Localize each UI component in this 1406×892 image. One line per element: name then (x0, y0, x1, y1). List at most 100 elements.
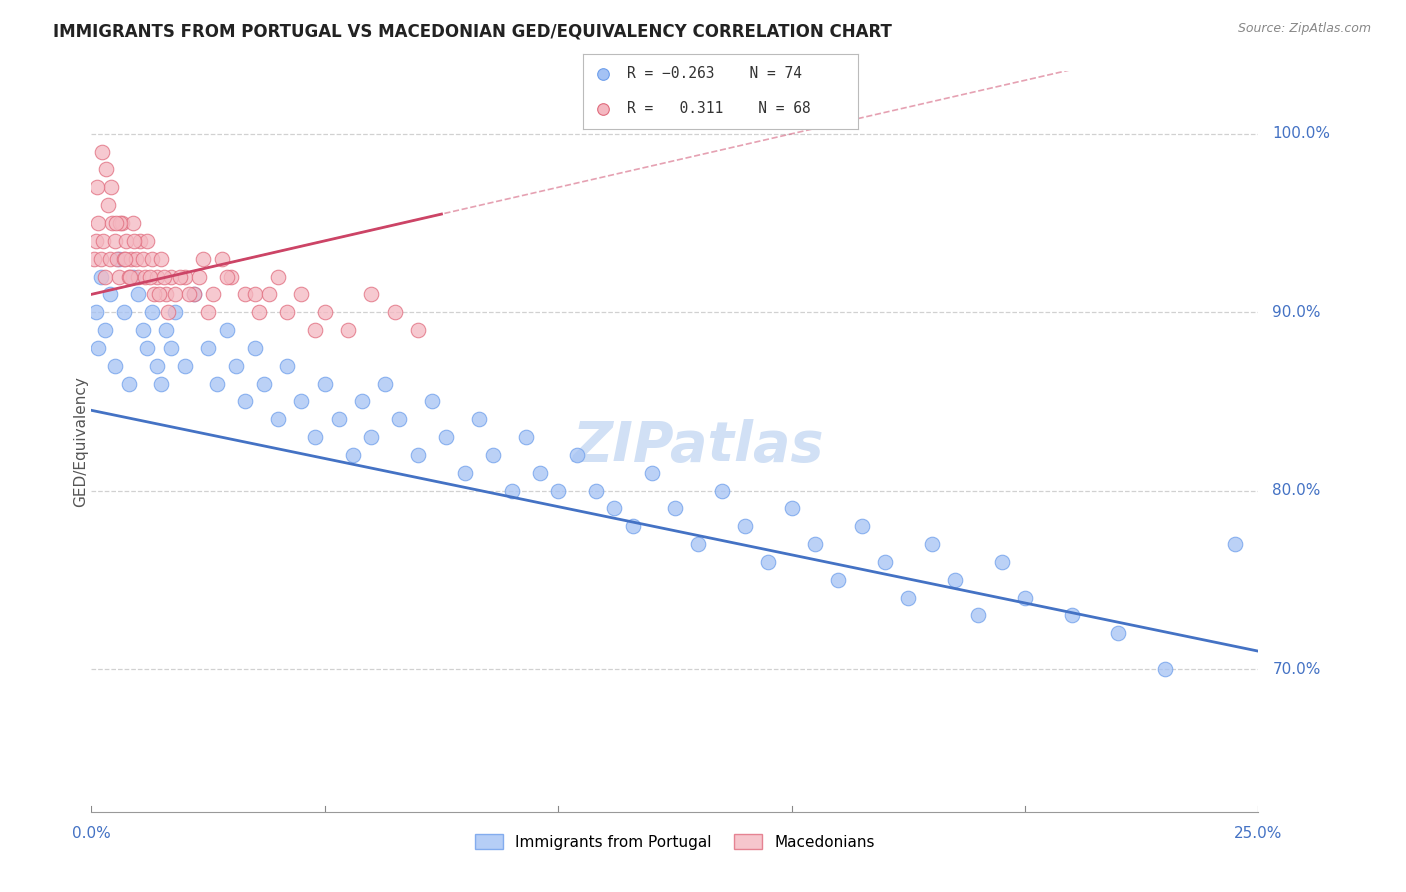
Text: R =   0.311    N = 68: R = 0.311 N = 68 (627, 102, 811, 116)
Point (592, 67, 614, 81)
Point (87, 216, 110, 230)
Point (127, 269, 149, 284)
Point (314, 305, 336, 319)
Point (225, 359, 247, 373)
Point (155, 323, 177, 337)
Point (640, 466, 662, 480)
Point (873, 555, 896, 569)
Point (84, 305, 107, 319)
Point (150, 252, 173, 266)
Point (201, 287, 224, 301)
Point (183, 287, 205, 301)
Point (155, 287, 177, 301)
Point (267, 412, 290, 426)
Point (165, 305, 187, 319)
Point (1107, 626, 1129, 640)
Point (96, 162, 118, 177)
Point (108, 269, 131, 284)
Point (1014, 591, 1036, 605)
Point (1154, 662, 1177, 676)
Point (221, 269, 243, 284)
Point (94, 269, 117, 284)
Point (86, 180, 108, 194)
Point (710, 483, 733, 498)
Point (756, 555, 779, 569)
Text: R = −0.263    N = 74: R = −0.263 N = 74 (627, 67, 803, 81)
Point (990, 555, 1012, 569)
Point (468, 412, 491, 426)
Point (150, 376, 173, 391)
Point (97, 198, 120, 212)
Point (173, 359, 195, 373)
Text: 80.0%: 80.0% (1272, 483, 1320, 498)
Point (314, 376, 336, 391)
Point (211, 252, 233, 266)
Point (187, 269, 209, 284)
Point (169, 269, 191, 284)
Point (267, 269, 290, 284)
Point (127, 287, 149, 301)
Point (1060, 608, 1083, 623)
Point (141, 252, 163, 266)
Point (804, 537, 827, 551)
Point (91, 234, 114, 248)
Point (104, 234, 127, 248)
Point (352, 394, 374, 409)
Point (138, 269, 162, 284)
Point (120, 252, 142, 266)
Point (148, 287, 170, 301)
Point (304, 430, 326, 444)
Point (132, 252, 155, 266)
Point (84, 234, 107, 248)
Point (921, 537, 943, 551)
Point (734, 519, 756, 533)
Point (1223, 537, 1246, 551)
Y-axis label: GED/Equivalency: GED/Equivalency (73, 376, 87, 507)
Point (276, 359, 298, 373)
Point (118, 269, 141, 284)
Text: 90.0%: 90.0% (1272, 305, 1320, 319)
Point (98, 252, 121, 266)
Point (454, 466, 477, 480)
Point (342, 448, 364, 462)
Point (90, 269, 112, 284)
Point (183, 287, 205, 301)
Point (105, 252, 128, 266)
Point (197, 305, 219, 319)
Point (98, 287, 121, 301)
Point (159, 341, 181, 355)
Point (664, 501, 686, 516)
Point (124, 234, 146, 248)
Point (112, 252, 135, 266)
Point (276, 305, 298, 319)
Point (780, 501, 803, 516)
Point (90, 252, 112, 266)
Point (122, 269, 145, 284)
Point (374, 376, 396, 391)
Point (111, 216, 134, 230)
Text: Source: ZipAtlas.com: Source: ZipAtlas.com (1237, 22, 1371, 36)
Point (406, 323, 429, 337)
Text: 0.0%: 0.0% (72, 826, 111, 841)
Point (827, 573, 849, 587)
Point (360, 287, 382, 301)
Point (104, 359, 127, 373)
Point (897, 591, 920, 605)
Point (257, 287, 280, 301)
Legend: Immigrants from Portugal, Macedonians: Immigrants from Portugal, Macedonians (470, 828, 880, 856)
Point (193, 252, 215, 266)
Point (108, 252, 131, 266)
Text: 100.0%: 100.0% (1272, 127, 1330, 141)
Point (159, 269, 181, 284)
Point (165, 287, 187, 301)
Point (114, 252, 136, 266)
Point (215, 323, 238, 337)
Point (585, 483, 607, 498)
Point (384, 305, 406, 319)
Point (173, 269, 195, 284)
Point (132, 323, 155, 337)
Point (136, 234, 159, 248)
Point (136, 341, 159, 355)
Point (547, 483, 569, 498)
Text: 25.0%: 25.0% (1234, 826, 1282, 841)
